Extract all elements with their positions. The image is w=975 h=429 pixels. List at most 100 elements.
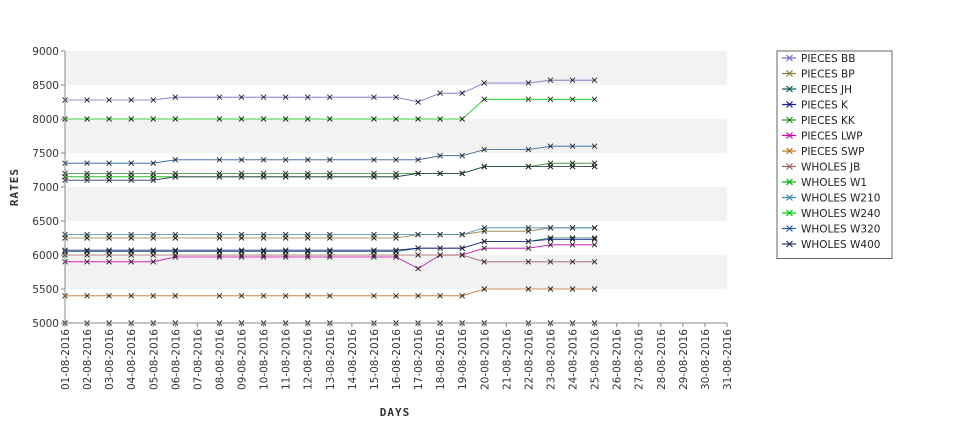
y-axis-label: RATES xyxy=(8,168,21,206)
data-point xyxy=(150,97,157,103)
data-point xyxy=(459,152,466,159)
data-point xyxy=(569,286,576,292)
data-point xyxy=(106,292,112,299)
data-point xyxy=(260,116,267,122)
data-point xyxy=(415,170,421,177)
x-tick-label: 30-08-2016 xyxy=(700,329,712,390)
data-point xyxy=(591,224,598,231)
grid-band xyxy=(65,51,727,85)
series-11 xyxy=(62,143,598,167)
data-point xyxy=(260,247,267,254)
series-12 xyxy=(62,163,598,184)
data-point xyxy=(393,156,399,163)
y-tick-label: 7500 xyxy=(32,148,59,160)
legend-label: PIECES SWP xyxy=(801,146,864,158)
data-point xyxy=(304,292,311,299)
data-point xyxy=(569,163,576,170)
x-tick-label: 25-08-2016 xyxy=(590,329,602,390)
data-point xyxy=(216,156,223,163)
series-line xyxy=(65,238,595,251)
data-point xyxy=(238,292,245,299)
data-point xyxy=(371,252,377,258)
data-point xyxy=(106,160,112,167)
data-point xyxy=(437,292,443,299)
series-line xyxy=(65,98,595,120)
x-tick-label: 28-08-2016 xyxy=(656,329,668,390)
legend-item: PIECES JH xyxy=(782,84,852,96)
series-line xyxy=(65,288,595,297)
data-point xyxy=(216,173,223,180)
series-line xyxy=(65,244,595,270)
data-point xyxy=(437,231,443,238)
data-point xyxy=(481,258,488,265)
data-point xyxy=(128,160,135,167)
data-point xyxy=(238,173,245,180)
data-point xyxy=(150,177,157,184)
data-point xyxy=(591,163,598,170)
data-point xyxy=(371,173,377,180)
legend-label: PIECES JH xyxy=(801,84,852,96)
data-point xyxy=(591,236,598,243)
x-tick-label: 27-08-2016 xyxy=(634,329,646,390)
data-point xyxy=(371,231,377,238)
data-point xyxy=(547,143,554,150)
data-point xyxy=(282,173,289,180)
data-point xyxy=(525,96,532,103)
data-point xyxy=(326,173,333,180)
data-point xyxy=(525,146,532,153)
data-point xyxy=(525,286,532,292)
data-point xyxy=(260,173,267,180)
x-tick-label: 05-08-2016 xyxy=(148,329,160,390)
data-point xyxy=(415,265,421,272)
data-point xyxy=(216,252,223,258)
data-point xyxy=(84,258,90,265)
data-point xyxy=(172,247,179,254)
data-point xyxy=(393,231,399,238)
data-point xyxy=(393,247,399,254)
data-point xyxy=(172,94,179,101)
data-point xyxy=(106,177,112,184)
data-point xyxy=(150,247,157,254)
data-point xyxy=(84,160,90,167)
data-point xyxy=(525,80,532,86)
data-point xyxy=(481,238,488,245)
data-point xyxy=(84,292,90,299)
data-point xyxy=(569,224,576,231)
legend-label: PIECES K xyxy=(801,100,849,112)
data-point xyxy=(393,116,399,122)
data-point xyxy=(547,236,554,243)
legend-box xyxy=(776,50,893,259)
data-point xyxy=(106,247,112,254)
data-point xyxy=(371,94,377,101)
y-axis-ticks: 5000 5500 6000 6500 7000 7500 8000 8500 9000 xyxy=(32,46,65,330)
x-tick-label: 12-08-2016 xyxy=(303,329,315,390)
x-axis-label: DAYS xyxy=(380,406,411,419)
data-point xyxy=(238,156,245,163)
data-point xyxy=(84,231,90,238)
data-point xyxy=(525,245,532,252)
data-point xyxy=(481,146,488,153)
x-tick-label: 16-08-2016 xyxy=(391,329,403,390)
data-point xyxy=(591,286,598,292)
data-point xyxy=(591,258,598,265)
data-point xyxy=(304,247,311,254)
data-point xyxy=(304,156,311,163)
legend-item: PIECES BB xyxy=(782,53,855,65)
data-point xyxy=(260,94,267,101)
legend-label: PIECES BB xyxy=(801,53,855,65)
series-line xyxy=(65,145,595,164)
legend-label: PIECES KK xyxy=(801,115,856,127)
data-point xyxy=(128,177,135,184)
data-point xyxy=(459,231,466,238)
data-point xyxy=(150,116,157,122)
data-point xyxy=(216,94,223,101)
data-point xyxy=(304,252,311,258)
data-point xyxy=(106,231,112,238)
y-tick-label: 8500 xyxy=(32,80,59,92)
x-tick-label: 13-08-2016 xyxy=(325,329,337,390)
series-line xyxy=(65,166,595,181)
data-point xyxy=(415,292,421,299)
data-point xyxy=(128,258,135,265)
data-point xyxy=(106,258,112,265)
x-tick-label: 07-08-2016 xyxy=(192,329,204,390)
